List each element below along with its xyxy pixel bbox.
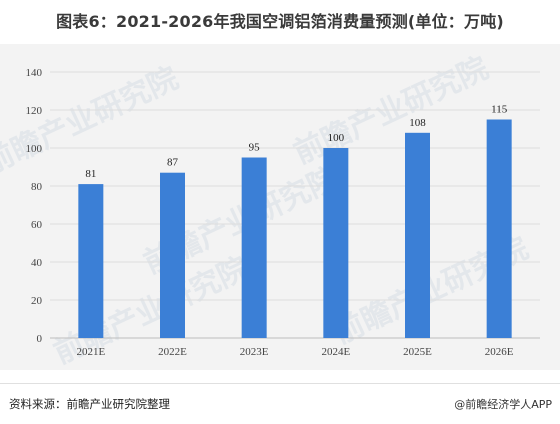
bar <box>160 172 185 338</box>
bar <box>486 119 512 338</box>
data-labels: 81 87 95 100 108 115 <box>85 104 507 181</box>
chart-area: 前瞻产业研究院 前瞻产业研究院 前瞻产业研究院 前瞻产业研究院 前瞻产业研究院 0 20 4… <box>0 44 560 370</box>
x-tick-label: 2023E <box>240 346 269 358</box>
x-axis-ticks: 2021E 2022E 2023E 2024E 2025E 2026E <box>76 346 513 358</box>
bar-value-label: 95 <box>249 142 261 154</box>
bar <box>241 157 267 338</box>
x-tick-label: 2026E <box>485 346 514 358</box>
bar-value-label: 87 <box>167 157 179 169</box>
bar-value-label: 108 <box>409 117 426 129</box>
bar <box>78 184 104 338</box>
credit-label: @前瞻经济学人APP <box>454 398 552 411</box>
bar-value-label: 81 <box>85 168 96 180</box>
chart-title: 图表6：2021-2026年我国空调铝箔消费量预测(单位：万吨) <box>56 12 504 31</box>
y-tick-label: 80 <box>31 181 43 193</box>
x-tick-label: 2024E <box>321 346 350 358</box>
bar-value-label: 115 <box>491 104 508 116</box>
y-tick-label: 40 <box>31 257 43 269</box>
bar <box>405 132 430 338</box>
source-note: 资料来源：前瞻产业研究院整理 <box>9 397 170 411</box>
watermark-text: 前瞻产业研究院 <box>289 51 494 171</box>
y-tick-label: 120 <box>26 105 43 117</box>
y-tick-label: 100 <box>26 143 43 155</box>
y-tick-label: 20 <box>31 295 43 307</box>
bars <box>78 119 512 338</box>
y-tick-label: 140 <box>26 67 43 79</box>
grid-lines <box>50 71 540 339</box>
y-tick-label: 60 <box>31 219 43 231</box>
x-tick-label: 2025E <box>403 346 432 358</box>
bar-value-label: 100 <box>328 132 345 144</box>
bar <box>323 148 349 338</box>
y-tick-label: 0 <box>37 333 43 345</box>
x-tick-label: 2021E <box>76 346 105 358</box>
footer-divider <box>0 383 560 384</box>
y-axis-ticks: 0 20 40 60 80 100 120 140 <box>26 67 43 345</box>
x-tick-label: 2022E <box>158 346 187 358</box>
